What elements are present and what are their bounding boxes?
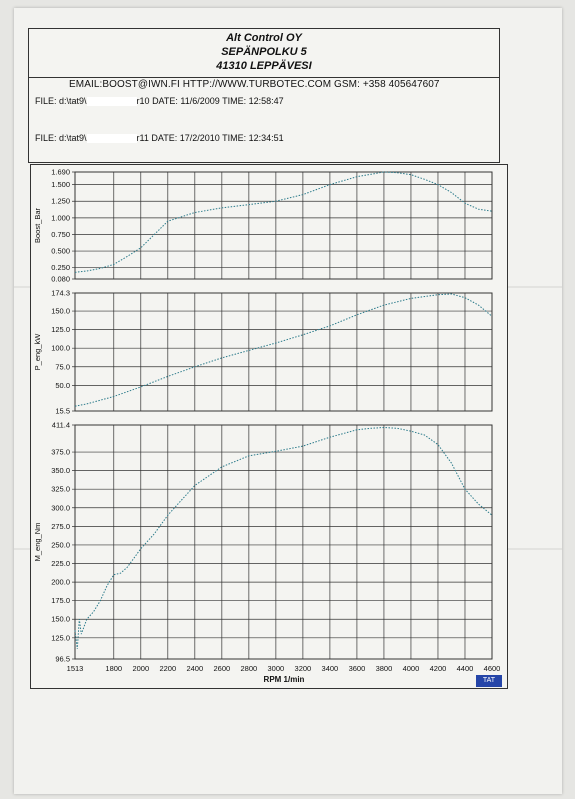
data-series-line (74, 171, 493, 273)
file-info-box-1: FILE: d:\tat9\ r10 DATE: 11/6/2009 TIME: … (28, 92, 500, 129)
y-axis-label: P_eng_kW (33, 333, 42, 371)
x-tick-label: 3600 (349, 664, 366, 673)
panel-border (74, 171, 493, 280)
y-tick-label: 275.0 (51, 522, 70, 531)
x-tick-label: 2200 (159, 664, 176, 673)
y-tick-label: 1.500 (51, 180, 70, 189)
x-tick-label: 3200 (295, 664, 312, 673)
y-tick-label: 1.250 (51, 197, 70, 206)
y-tick-label: 100.0 (51, 344, 70, 353)
redacted-filename (86, 134, 137, 144)
x-tick-label: 2600 (213, 664, 230, 673)
y-axis-label: Boost_Bar (33, 207, 42, 243)
y-tick-label: 0.080 (51, 275, 70, 284)
y-tick-label: 325.0 (51, 485, 70, 494)
company-name: Alt Control OY (226, 32, 302, 44)
x-tick-label: 2000 (132, 664, 149, 673)
y-tick-label: 225.0 (51, 559, 70, 568)
y-tick-label: 250.0 (51, 540, 70, 549)
y-tick-label: 96.5 (55, 655, 70, 664)
file-time: 12:58:47 (248, 96, 284, 106)
x-axis-label: RPM 1/min (264, 675, 305, 684)
x-tick-label: 3800 (376, 664, 393, 673)
file-prefix: FILE: d:\tat9\ (35, 133, 87, 143)
date-label: DATE: (151, 133, 178, 143)
redacted-filename (86, 97, 137, 107)
y-tick-label: 1.690 (51, 168, 70, 177)
file-prefix: FILE: d:\tat9\ (35, 96, 87, 106)
x-tick-label: 4600 (484, 664, 501, 673)
y-tick-label: 300.0 (51, 503, 70, 512)
time-label: TIME: (222, 96, 247, 106)
y-tick-label: 75.0 (55, 362, 70, 371)
x-tick-label: 1800 (105, 664, 122, 673)
file-info-1: FILE: d:\tat9\ r10 DATE: 11/6/2009 TIME: … (35, 96, 284, 107)
x-tick-label: 3400 (322, 664, 339, 673)
x-tick-label: 2400 (186, 664, 203, 673)
y-tick-label: 125.0 (51, 633, 70, 642)
y-tick-label: 125.0 (51, 325, 70, 334)
company-city: 41310 LEPPÄVESI (216, 60, 312, 72)
contact-line: EMAIL:BOOST@IWN.FI HTTP://WWW.TURBOTEC.C… (69, 79, 440, 90)
y-tick-label: 350.0 (51, 466, 70, 475)
y-tick-label: 0.750 (51, 230, 70, 239)
tat-logo: TAT (476, 675, 502, 687)
panel-border (74, 424, 493, 660)
y-tick-label: 200.0 (51, 578, 70, 587)
y-tick-label: 150.0 (51, 615, 70, 624)
file-info-2: FILE: d:\tat9\ r11 DATE: 17/2/2010 TIME: … (35, 133, 284, 144)
x-tick-label: 1513 (67, 664, 84, 673)
y-tick-label: 1.000 (51, 213, 70, 222)
panel-border (74, 292, 493, 412)
y-tick-label: 150.0 (51, 307, 70, 316)
y-tick-label: 175.0 (51, 596, 70, 605)
x-tick-label: 4200 (430, 664, 447, 673)
file-suffix: r10 (136, 96, 150, 106)
y-tick-label: 411.4 (52, 421, 70, 430)
header-divider (29, 77, 499, 78)
file-time: 12:34:51 (248, 133, 284, 143)
company-street: SEPÄNPOLKU 5 (221, 46, 307, 58)
x-tick-label: 3000 (268, 664, 285, 673)
y-tick-label: 0.250 (51, 263, 70, 272)
y-tick-label: 0.500 (51, 247, 70, 256)
header-box: Alt Control OY SEPÄNPOLKU 5 41310 LEPPÄV… (28, 28, 500, 94)
y-tick-label: 174.3 (51, 289, 70, 298)
y-tick-label: 50.0 (55, 381, 70, 390)
file-date: 11/6/2009 (180, 96, 220, 106)
chart-frame (30, 164, 508, 689)
y-axis-label: M_eng_Nm (33, 523, 42, 562)
x-tick-label: 4000 (403, 664, 420, 673)
y-tick-label: 375.0 (51, 448, 70, 457)
y-tick-label: 15.5 (55, 407, 70, 416)
x-tick-label: 4400 (457, 664, 474, 673)
date-label: DATE: (152, 96, 178, 106)
file-info-box-2: FILE: d:\tat9\ r11 DATE: 17/2/2010 TIME: … (28, 128, 500, 163)
time-label: TIME: (222, 133, 247, 143)
file-date: 17/2/2010 (179, 133, 220, 143)
x-tick-label: 2800 (241, 664, 258, 673)
file-suffix: r11 (136, 133, 149, 143)
data-series-line (74, 426, 493, 650)
